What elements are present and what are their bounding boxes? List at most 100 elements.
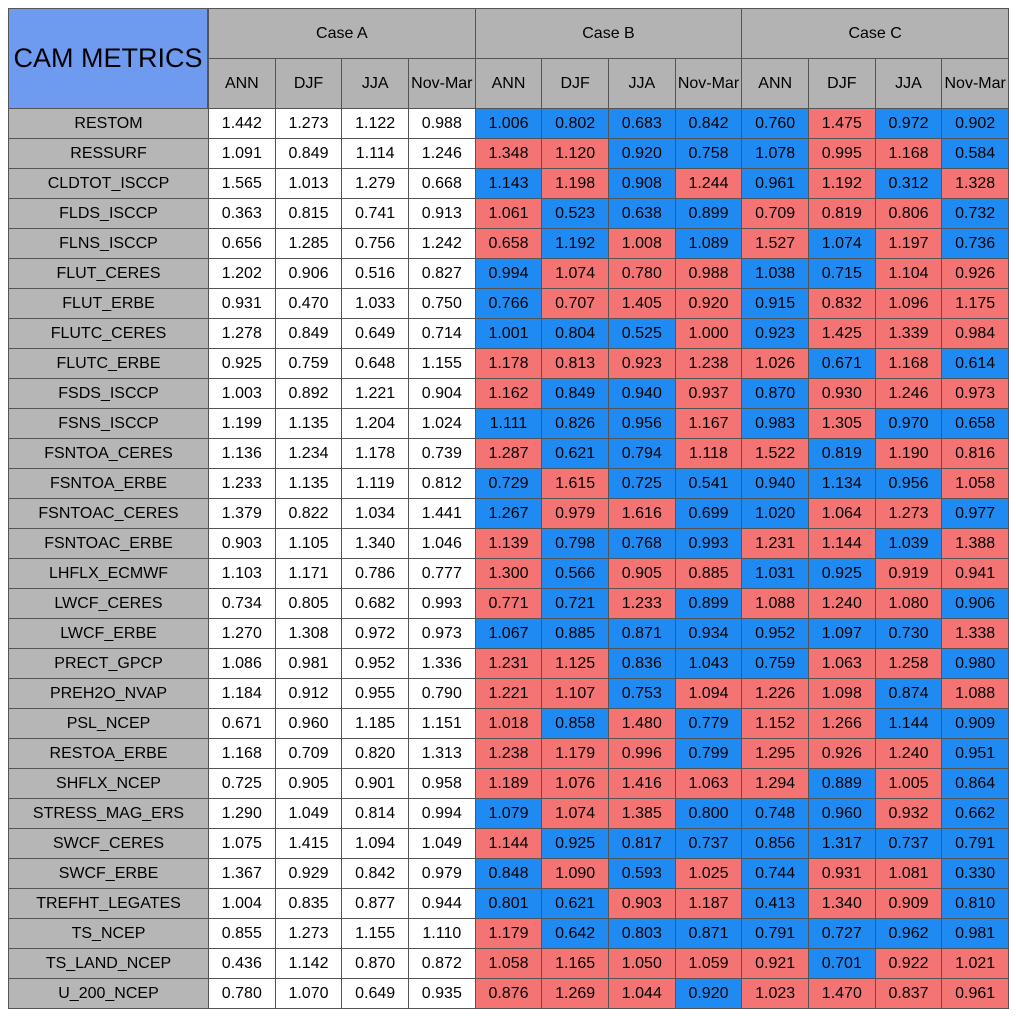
value-cell: 0.926 xyxy=(808,738,876,769)
value-cell: 0.806 xyxy=(874,198,943,229)
value-cell: 1.098 xyxy=(808,678,876,709)
value-cell: 1.179 xyxy=(474,918,543,949)
column-header: ANN xyxy=(208,58,276,109)
value-cell: 0.994 xyxy=(474,258,543,289)
value-cell: 1.415 xyxy=(274,828,343,859)
value-cell: 0.905 xyxy=(608,558,676,589)
value-cell: 0.801 xyxy=(474,888,543,919)
value-cell: 0.732 xyxy=(941,198,1009,229)
value-cell: 0.931 xyxy=(208,288,276,319)
value-cell: 1.273 xyxy=(874,498,943,529)
value-cell: 0.614 xyxy=(941,348,1009,379)
value-cell: 1.119 xyxy=(341,468,409,499)
column-header: JJA xyxy=(341,58,409,109)
value-cell: 0.739 xyxy=(408,438,476,469)
value-cell: 0.970 xyxy=(874,408,943,439)
value-cell: 0.925 xyxy=(541,828,609,859)
value-cell: 1.026 xyxy=(741,348,809,379)
value-cell: 0.780 xyxy=(208,978,276,1009)
value-cell: 0.658 xyxy=(474,228,543,259)
column-header: DJF xyxy=(274,58,343,109)
value-cell: 0.937 xyxy=(674,378,743,409)
value-cell: 0.753 xyxy=(608,678,676,709)
value-cell: 0.780 xyxy=(608,258,676,289)
row-label: FLUTC_ERBE xyxy=(8,348,209,379)
value-cell: 1.094 xyxy=(341,828,409,859)
value-cell: 1.096 xyxy=(874,288,943,319)
value-cell: 0.436 xyxy=(208,948,276,979)
value-cell: 1.179 xyxy=(541,738,609,769)
value-cell: 1.090 xyxy=(541,858,609,889)
value-cell: 1.178 xyxy=(341,438,409,469)
value-cell: 0.885 xyxy=(541,618,609,649)
value-cell: 1.000 xyxy=(674,318,743,349)
value-cell: 0.817 xyxy=(608,828,676,859)
value-cell: 0.920 xyxy=(674,978,743,1009)
row-label: SWCF_CERES xyxy=(8,828,209,859)
value-cell: 1.198 xyxy=(541,168,609,199)
value-cell: 1.379 xyxy=(208,498,276,529)
value-cell: 0.994 xyxy=(408,798,476,829)
value-cell: 0.363 xyxy=(208,198,276,229)
value-cell: 0.750 xyxy=(408,288,476,319)
value-cell: 1.305 xyxy=(808,408,876,439)
value-cell: 0.725 xyxy=(608,468,676,499)
value-cell: 0.962 xyxy=(874,918,943,949)
value-cell: 0.541 xyxy=(674,468,743,499)
value-cell: 1.338 xyxy=(941,618,1009,649)
value-cell: 0.791 xyxy=(741,918,809,949)
value-cell: 0.955 xyxy=(341,678,409,709)
value-cell: 1.441 xyxy=(408,498,476,529)
value-cell: 1.385 xyxy=(608,798,676,829)
value-cell: 0.779 xyxy=(674,708,743,739)
value-cell: 1.278 xyxy=(208,318,276,349)
value-cell: 1.122 xyxy=(341,108,409,139)
value-cell: 0.903 xyxy=(208,528,276,559)
value-cell: 1.039 xyxy=(874,528,943,559)
value-cell: 1.231 xyxy=(474,648,543,679)
value-cell: 0.872 xyxy=(408,948,476,979)
value-cell: 0.525 xyxy=(608,318,676,349)
value-cell: 0.905 xyxy=(274,768,343,799)
value-cell: 0.707 xyxy=(541,288,609,319)
row-label: RESTOA_ERBE xyxy=(8,738,209,769)
value-cell: 0.791 xyxy=(941,828,1009,859)
value-cell: 0.714 xyxy=(408,318,476,349)
value-cell: 1.139 xyxy=(474,528,543,559)
column-header: JJA xyxy=(874,58,943,109)
value-cell: 0.981 xyxy=(941,918,1009,949)
value-cell: 0.593 xyxy=(608,858,676,889)
value-cell: 1.234 xyxy=(274,438,343,469)
value-cell: 0.413 xyxy=(741,888,809,919)
value-cell: 0.737 xyxy=(674,828,743,859)
value-cell: 1.328 xyxy=(941,168,1009,199)
value-cell: 1.405 xyxy=(608,288,676,319)
value-cell: 0.979 xyxy=(408,858,476,889)
value-cell: 0.961 xyxy=(941,978,1009,1009)
value-cell: 0.983 xyxy=(741,408,809,439)
group-header: Case C xyxy=(741,8,1009,59)
value-cell: 1.063 xyxy=(808,648,876,679)
value-cell: 0.940 xyxy=(608,378,676,409)
value-cell: 0.759 xyxy=(274,348,343,379)
value-cell: 1.125 xyxy=(541,648,609,679)
value-cell: 0.649 xyxy=(341,318,409,349)
column-header: Nov-Mar xyxy=(674,58,743,109)
value-cell: 1.135 xyxy=(274,468,343,499)
value-cell: 1.074 xyxy=(541,258,609,289)
value-cell: 0.842 xyxy=(674,108,743,139)
value-cell: 1.168 xyxy=(208,738,276,769)
value-cell: 1.242 xyxy=(408,228,476,259)
value-cell: 0.984 xyxy=(941,318,1009,349)
value-cell: 0.682 xyxy=(341,588,409,619)
value-cell: 0.662 xyxy=(941,798,1009,829)
value-cell: 1.184 xyxy=(208,678,276,709)
value-cell: 0.312 xyxy=(874,168,943,199)
value-cell: 0.925 xyxy=(808,558,876,589)
value-cell: 1.199 xyxy=(208,408,276,439)
value-cell: 0.820 xyxy=(341,738,409,769)
value-cell: 0.956 xyxy=(608,408,676,439)
value-cell: 0.906 xyxy=(274,258,343,289)
value-cell: 1.269 xyxy=(541,978,609,1009)
row-label: FLUT_ERBE xyxy=(8,288,209,319)
